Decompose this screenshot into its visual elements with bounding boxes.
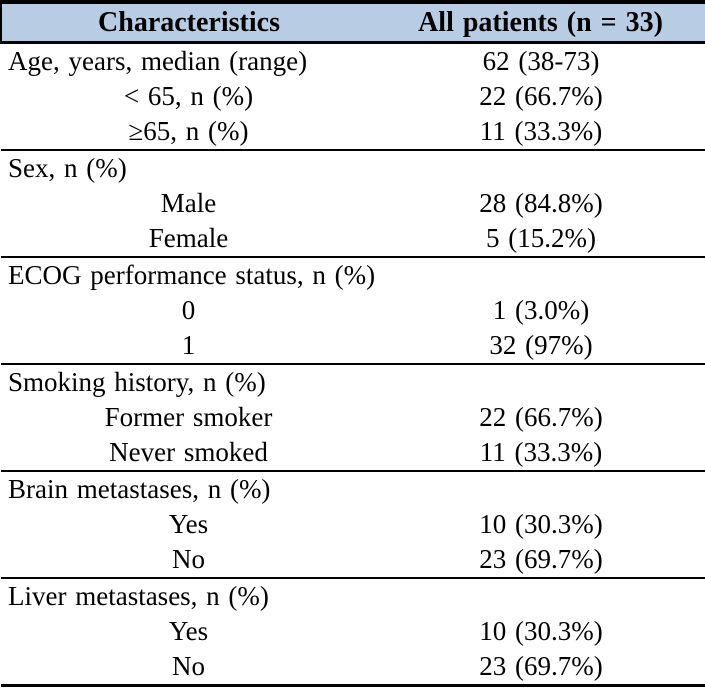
- section-label: Liver metastases, n (%): [1, 577, 376, 614]
- value-cell: 1 (3.0%): [492, 295, 590, 325]
- sub-label: No: [1, 649, 376, 687]
- sub-label: 1: [181, 330, 196, 360]
- table-row: < 65, n (%) 22 (66.7%): [1, 79, 705, 114]
- sub-label: Former smoker: [104, 402, 273, 432]
- value-cell: 11 (33.3%): [479, 437, 603, 467]
- value-cell: 10 (30.3%): [479, 616, 603, 646]
- sub-label: < 65, n (%): [123, 81, 254, 111]
- value-cell: [376, 577, 705, 614]
- table-body: Age, years, median (range) 62 (38-73) < …: [1, 43, 705, 687]
- value-cell: [376, 470, 705, 507]
- section-label: Brain metastases, n (%): [1, 470, 376, 507]
- value-cell: [376, 256, 705, 293]
- value-cell: 28 (84.8%): [479, 188, 603, 218]
- sub-label: Never smoked: [109, 437, 268, 467]
- section-label: Age, years, median (range): [8, 46, 308, 76]
- table-row: No 23 (69.7%): [1, 649, 705, 687]
- table-row: Never smoked 11 (33.3%): [1, 435, 705, 471]
- table-header: Characteristics All patients (n = 33): [0, 0, 705, 44]
- value-cell: 5 (15.2%): [486, 223, 596, 253]
- sub-label: Yes: [168, 616, 209, 646]
- section-label: Smoking history, n (%): [1, 363, 376, 400]
- table-row: Yes 10 (30.3%): [1, 507, 705, 542]
- header-row: Characteristics All patients (n = 33): [0, 0, 705, 44]
- section-header-row-age: Age, years, median (range) 62 (38-73): [1, 43, 705, 80]
- section-header-row-sex: Sex, n (%): [1, 149, 705, 186]
- table-row: 0 1 (3.0%): [1, 293, 705, 328]
- table-row: Female 5 (15.2%): [1, 221, 705, 257]
- value-cell: 23 (69.7%): [376, 649, 705, 687]
- column-header-all-patients: All patients (n = 33): [376, 0, 705, 44]
- section-label: Sex, n (%): [1, 149, 376, 186]
- section-header-row-ecog: ECOG performance status, n (%): [1, 256, 705, 293]
- value-cell: 32 (97%): [489, 330, 593, 360]
- value-cell: 22 (66.7%): [479, 81, 603, 111]
- sub-label: No: [172, 544, 205, 574]
- value-cell: [376, 363, 705, 400]
- column-header-characteristics: Characteristics: [0, 0, 376, 44]
- value-cell: 11 (33.3%): [479, 116, 603, 146]
- sub-label: Male: [160, 188, 217, 218]
- value-cell: 22 (66.7%): [479, 402, 603, 432]
- table-row: No 23 (69.7%): [1, 542, 705, 578]
- section-header-row-brain: Brain metastases, n (%): [1, 470, 705, 507]
- sub-label: Female: [148, 223, 229, 253]
- table-row: Male 28 (84.8%): [1, 186, 705, 221]
- section-label: ECOG performance status, n (%): [1, 256, 376, 293]
- value-cell: 62 (38-73): [482, 46, 600, 76]
- table-row: ≥65, n (%) 11 (33.3%): [1, 114, 705, 150]
- sub-label: ≥65, n (%): [128, 116, 249, 146]
- table-row: Former smoker 22 (66.7%): [1, 400, 705, 435]
- section-header-row-liver: Liver metastases, n (%): [1, 577, 705, 614]
- value-cell: 10 (30.3%): [479, 509, 603, 539]
- table-row: Yes 10 (30.3%): [1, 614, 705, 649]
- value-cell: [376, 149, 705, 186]
- sub-label: 0: [181, 295, 196, 325]
- table-row: 1 32 (97%): [1, 328, 705, 364]
- sub-label: Yes: [168, 509, 209, 539]
- value-cell: 23 (69.7%): [479, 544, 603, 574]
- section-header-row-smoking: Smoking history, n (%): [1, 363, 705, 400]
